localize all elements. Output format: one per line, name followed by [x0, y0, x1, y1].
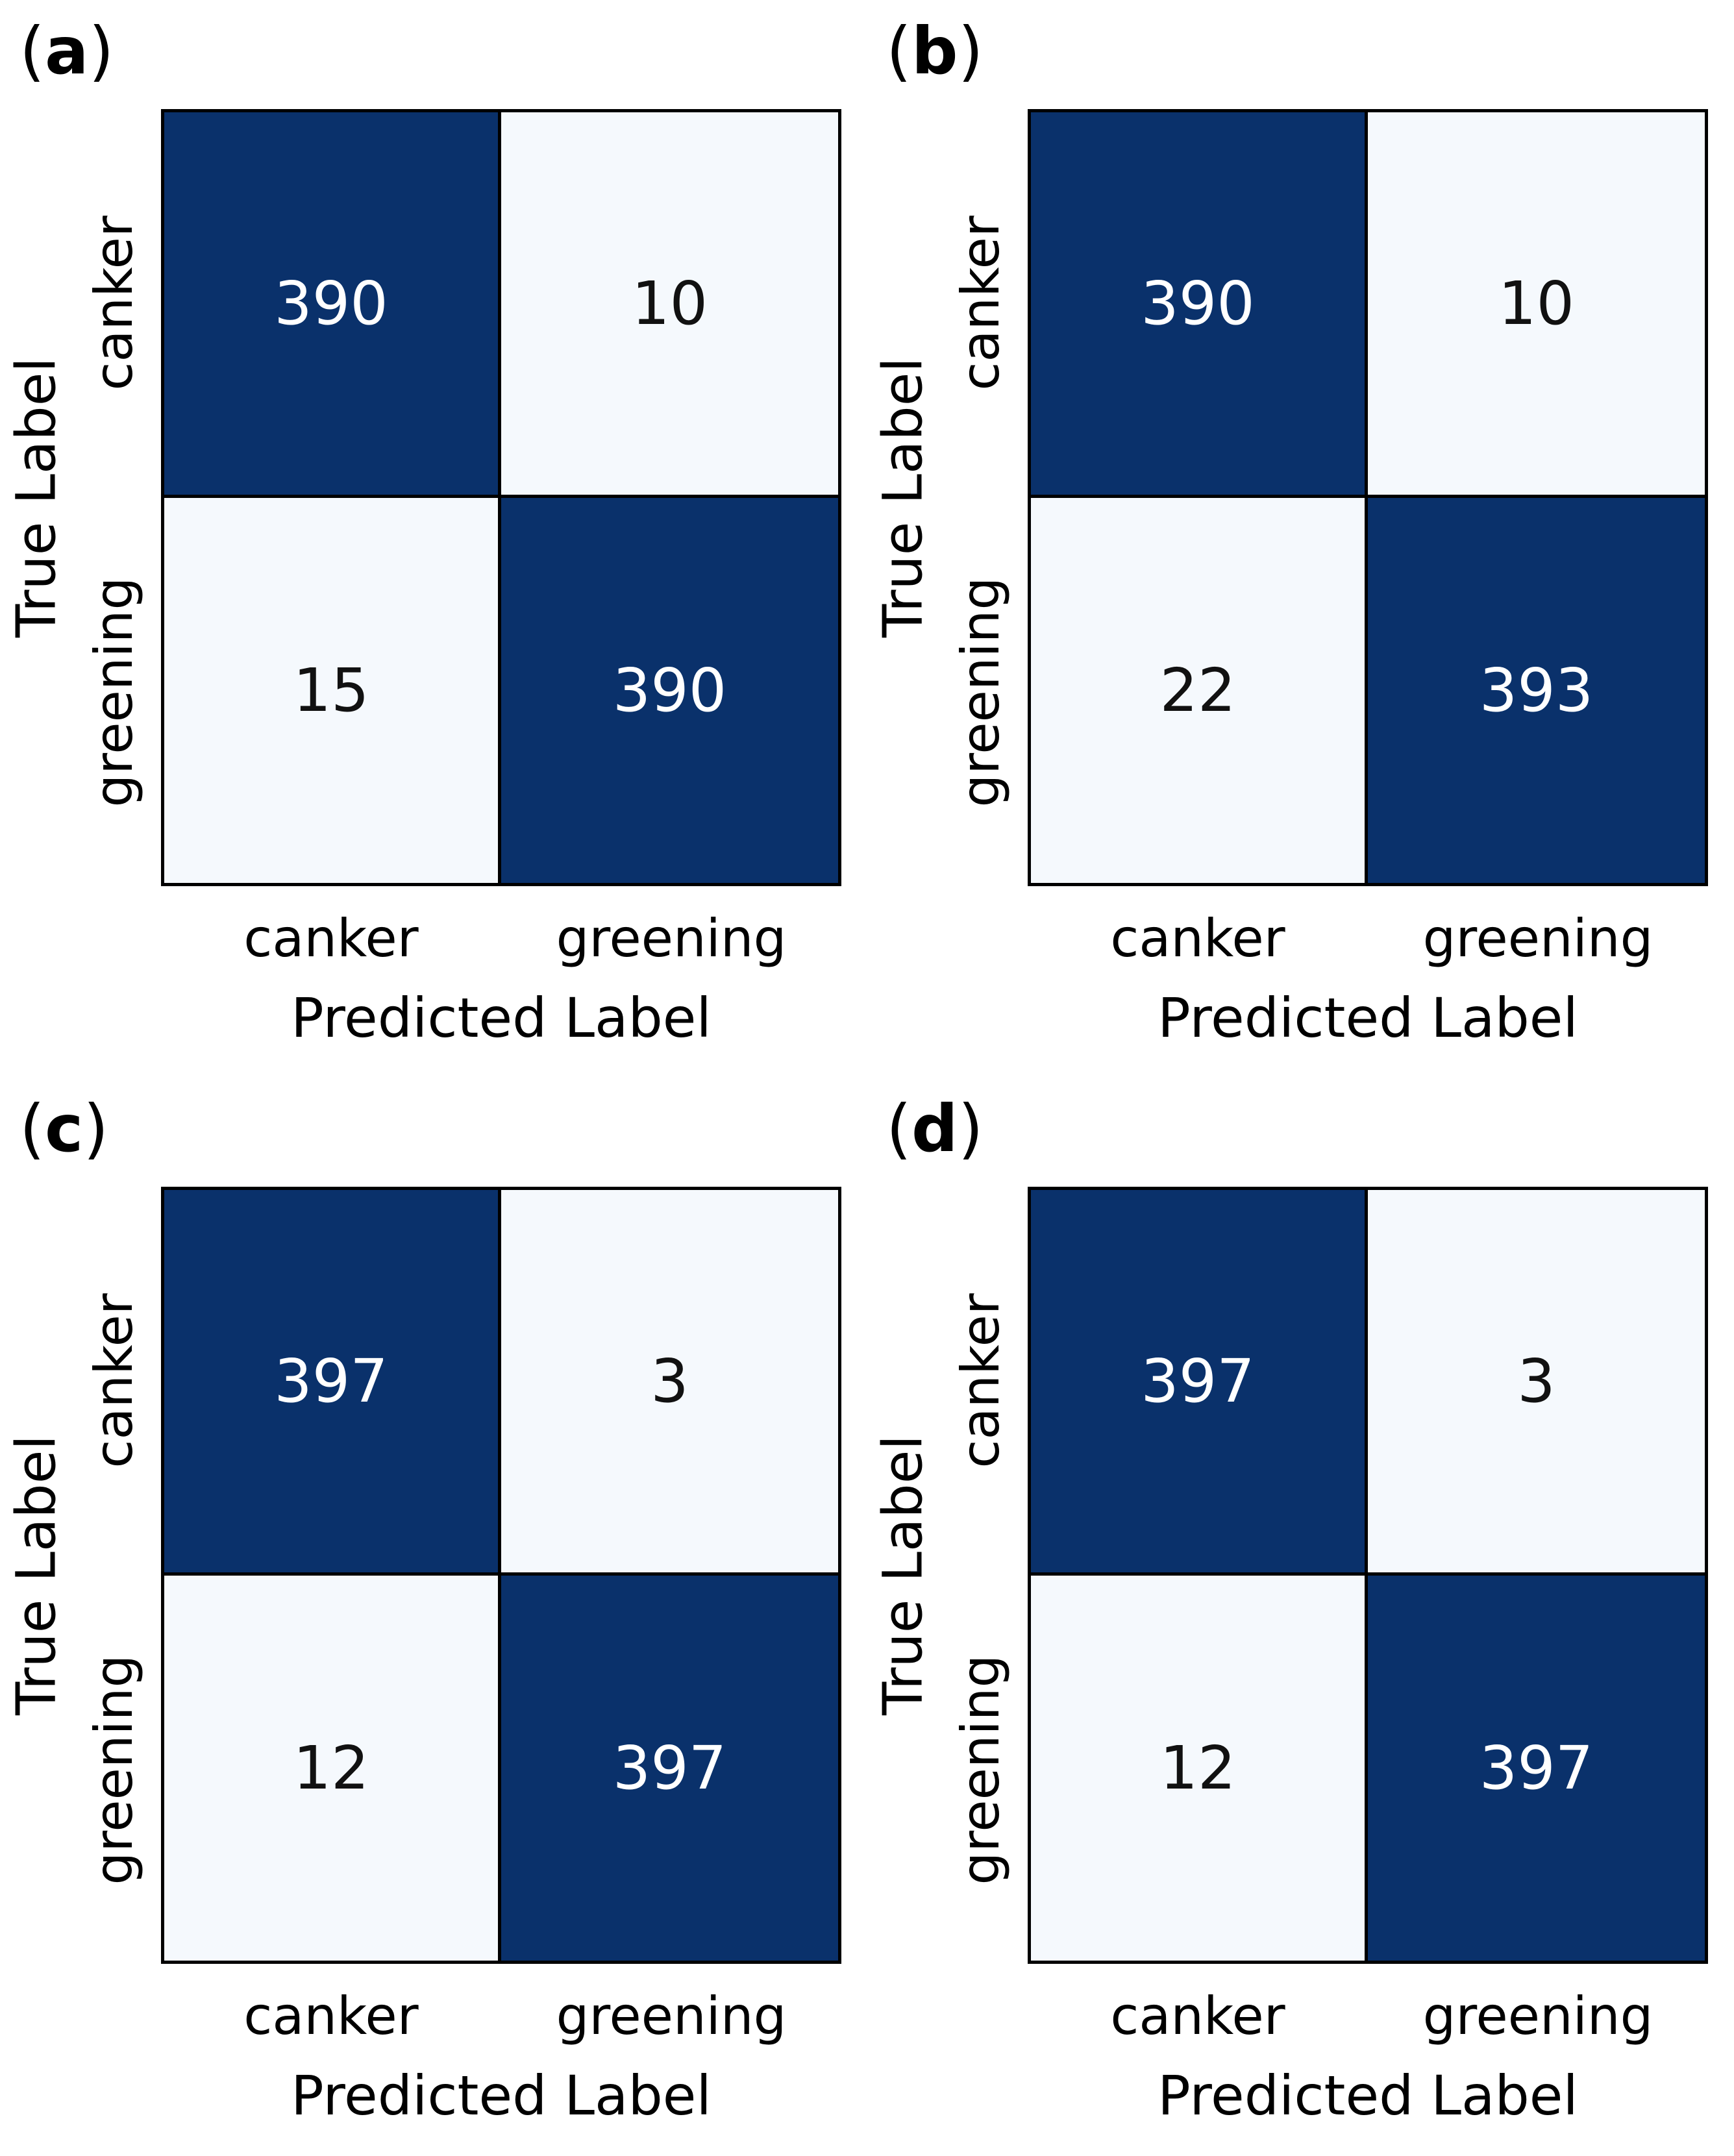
- paren-open: (: [886, 1091, 912, 1167]
- matrix-cell-true-canker-pred-canker: 397: [1031, 1190, 1368, 1576]
- cell-value: 397: [1479, 1733, 1594, 1803]
- x-tick-canker: canker: [1110, 1986, 1285, 2046]
- cell-value: 390: [274, 268, 388, 338]
- x-tick-labels: canker greening: [161, 1964, 841, 2046]
- x-tick-labels: canker greening: [1028, 886, 1708, 969]
- confusion-matrix: 390 10 15 390: [161, 109, 841, 886]
- paren-open: (: [886, 13, 912, 89]
- plot-area: True Label canker greening 390 10 22 393…: [871, 109, 1708, 1052]
- matrix-cell-true-greening-pred-canker: 15: [164, 497, 501, 883]
- y-axis-title: True Label: [4, 1435, 68, 1716]
- panel-d-label: (d): [886, 1093, 984, 1165]
- y-tick-greening: greening: [950, 576, 1011, 808]
- panel-c-label: (c): [19, 1093, 108, 1165]
- panel-letter: a: [45, 13, 89, 89]
- paren-open: (: [19, 13, 45, 89]
- paren-close: ): [83, 1091, 109, 1167]
- cell-value: 12: [1159, 1733, 1236, 1803]
- x-tick-canker: canker: [1110, 908, 1285, 969]
- cell-value: 390: [1141, 268, 1255, 338]
- y-tick-labels: canker greening: [67, 109, 161, 886]
- cell-value: 22: [1159, 655, 1236, 725]
- confusion-matrix: 397 3 12 397: [161, 1187, 841, 1964]
- panel-a: (a) True Label canker greening 390 10 15…: [0, 0, 867, 1078]
- x-tick-labels: canker greening: [1028, 1964, 1708, 2046]
- panel-letter: c: [45, 1091, 84, 1167]
- paren-close: ): [958, 1091, 984, 1167]
- x-tick-greening: greening: [556, 908, 787, 969]
- x-axis-title: Predicted Label: [1158, 2064, 1578, 2127]
- matrix-cell-true-greening-pred-canker: 12: [164, 1575, 501, 1961]
- x-axis-title: Predicted Label: [291, 2064, 712, 2127]
- panel-letter: d: [911, 1091, 958, 1167]
- x-tick-greening: greening: [1422, 1986, 1653, 2046]
- cell-value: 12: [293, 1733, 369, 1803]
- x-tick-labels: canker greening: [161, 886, 841, 969]
- cell-value: 397: [274, 1346, 388, 1416]
- matrix-cell-true-canker-pred-canker: 390: [1031, 112, 1368, 498]
- panel-b-label: (b): [886, 16, 984, 87]
- x-tick-greening: greening: [1422, 908, 1653, 969]
- plot-area: True Label canker greening 390 10 15 390…: [5, 109, 841, 1052]
- panel-c: (c) True Label canker greening 397 3 12 …: [0, 1078, 867, 2156]
- y-axis-title: True Label: [871, 1435, 935, 1716]
- y-tick-greening: greening: [84, 1654, 144, 1885]
- y-axis-title: True Label: [4, 357, 68, 638]
- plot-area: True Label canker greening 397 3 12 397 …: [871, 1187, 1708, 2129]
- paren-close: ): [88, 13, 114, 89]
- matrix-cell-true-greening-pred-greening: 397: [1368, 1575, 1705, 1961]
- x-axis-title: Predicted Label: [1158, 986, 1578, 1050]
- paren-close: ): [958, 13, 984, 89]
- panel-d: (d) True Label canker greening 397 3 12 …: [867, 1078, 1734, 2156]
- x-tick-canker: canker: [243, 908, 419, 969]
- matrix-cell-true-canker-pred-greening: 10: [1368, 112, 1705, 498]
- cell-value: 10: [1498, 268, 1575, 338]
- cell-value: 393: [1479, 655, 1594, 725]
- confusion-matrix: 397 3 12 397: [1028, 1187, 1708, 1964]
- matrix-cell-true-canker-pred-greening: 3: [1368, 1190, 1705, 1576]
- matrix-cell-true-canker-pred-greening: 10: [501, 112, 838, 498]
- matrix-cell-true-greening-pred-canker: 22: [1031, 497, 1368, 883]
- y-tick-canker: canker: [84, 1293, 144, 1468]
- y-tick-labels: canker greening: [934, 109, 1028, 886]
- y-tick-greening: greening: [950, 1654, 1011, 1885]
- panel-letter: b: [911, 13, 958, 89]
- x-tick-canker: canker: [243, 1986, 419, 2046]
- y-tick-canker: canker: [950, 1293, 1011, 1468]
- cell-value: 397: [1141, 1346, 1255, 1416]
- cell-value: 3: [1517, 1346, 1555, 1416]
- matrix-cell-true-greening-pred-greening: 390: [501, 497, 838, 883]
- cell-value: 3: [650, 1346, 689, 1416]
- y-tick-labels: canker greening: [934, 1187, 1028, 1964]
- matrix-cell-true-greening-pred-greening: 393: [1368, 497, 1705, 883]
- panel-a-label: (a): [19, 16, 114, 87]
- cell-value: 10: [631, 268, 708, 338]
- x-axis-title: Predicted Label: [291, 986, 712, 1050]
- y-tick-canker: canker: [84, 216, 144, 391]
- y-tick-canker: canker: [950, 216, 1011, 391]
- matrix-cell-true-canker-pred-canker: 397: [164, 1190, 501, 1576]
- x-tick-greening: greening: [556, 1986, 787, 2046]
- plot-area: True Label canker greening 397 3 12 397 …: [5, 1187, 841, 2129]
- cell-value: 390: [612, 655, 727, 725]
- cell-value: 15: [293, 655, 369, 725]
- panel-b: (b) True Label canker greening 390 10 22…: [867, 0, 1734, 1078]
- confusion-matrix: 390 10 22 393: [1028, 109, 1708, 886]
- y-tick-greening: greening: [84, 576, 144, 808]
- paren-open: (: [19, 1091, 45, 1167]
- y-axis-title: True Label: [871, 357, 935, 638]
- matrix-cell-true-canker-pred-greening: 3: [501, 1190, 838, 1576]
- matrix-cell-true-greening-pred-canker: 12: [1031, 1575, 1368, 1961]
- matrix-cell-true-greening-pred-greening: 397: [501, 1575, 838, 1961]
- y-tick-labels: canker greening: [67, 1187, 161, 1964]
- matrix-cell-true-canker-pred-canker: 390: [164, 112, 501, 498]
- cell-value: 397: [612, 1733, 727, 1803]
